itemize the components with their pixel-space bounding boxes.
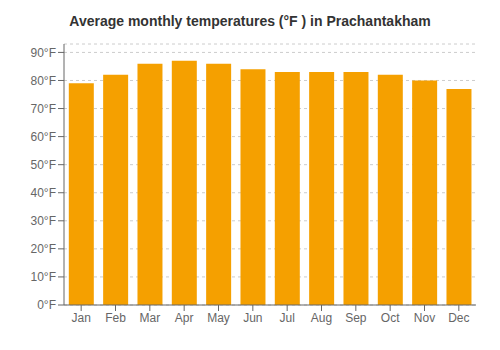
svg-text:Apr: Apr xyxy=(175,311,194,325)
svg-text:20°F: 20°F xyxy=(31,242,56,256)
svg-text:Feb: Feb xyxy=(105,311,126,325)
svg-text:Jan: Jan xyxy=(71,311,90,325)
svg-text:0°F: 0°F xyxy=(37,298,56,312)
svg-text:Nov: Nov xyxy=(414,311,435,325)
svg-text:30°F: 30°F xyxy=(31,214,56,228)
svg-text:Sep: Sep xyxy=(345,311,367,325)
svg-text:Dec: Dec xyxy=(448,311,469,325)
svg-text:Aug: Aug xyxy=(311,311,332,325)
svg-text:Mar: Mar xyxy=(139,311,160,325)
html-text:Average monthly temperatures (: Average monthly temperatures (°F ) in Pr… xyxy=(69,13,431,29)
svg-text:May: May xyxy=(207,311,230,325)
svg-text:90°F: 90°F xyxy=(31,46,56,60)
svg-text:Oct: Oct xyxy=(381,311,400,325)
svg-text:40°F: 40°F xyxy=(31,186,56,200)
svg-text:60°F: 60°F xyxy=(31,130,56,144)
svg-text:Jul: Jul xyxy=(279,311,294,325)
svg-text:50°F: 50°F xyxy=(31,158,56,172)
svg-text:80°F: 80°F xyxy=(31,74,56,88)
svg-text:10°F: 10°F xyxy=(31,270,56,284)
svg-text:Jun: Jun xyxy=(243,311,262,325)
svg-text:70°F: 70°F xyxy=(31,102,56,116)
